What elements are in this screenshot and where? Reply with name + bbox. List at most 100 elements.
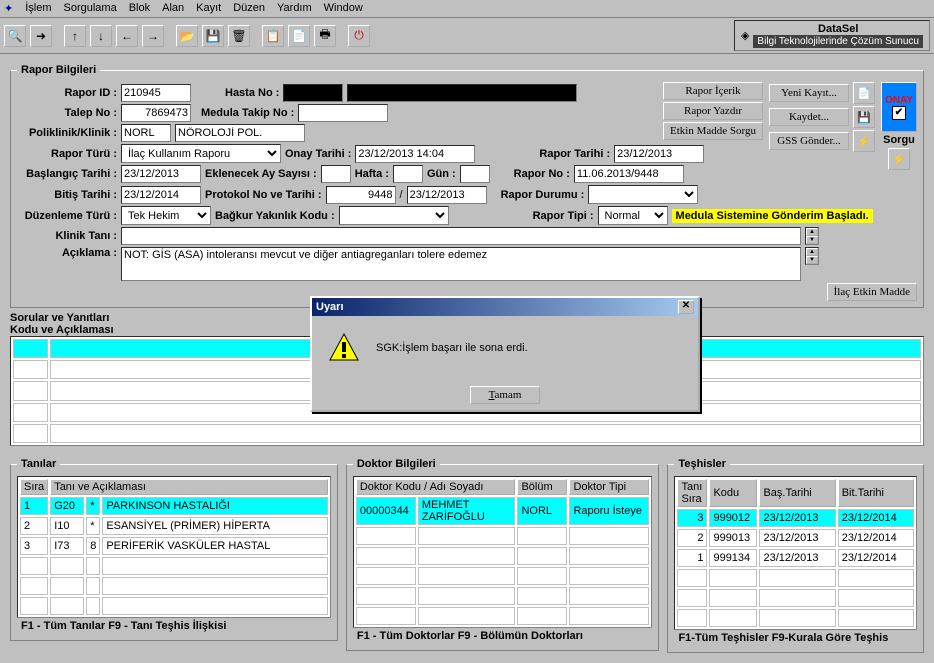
aciklama-label: Açıklama : [17, 247, 117, 259]
toolbar: 🔍 ➜ ↑ ↓ ← → 📂 💾 🗑 📋 📄 🖶 ⏻ ◈ DataSel Bilg… [0, 18, 934, 54]
new-file-icon[interactable]: 📄 [853, 82, 875, 104]
th-tani-sira: Tanı Sıra [677, 479, 707, 507]
dialog-ok-button[interactable]: Tamam [470, 386, 540, 404]
menu-duzen[interactable]: Düzen [233, 2, 265, 15]
onay-label: ONAY [885, 95, 913, 106]
tool-exit-icon[interactable]: ⏻ [348, 25, 370, 47]
tool-up-icon[interactable]: ↑ [64, 25, 86, 47]
save-icon[interactable]: 💾 [853, 106, 875, 128]
tool-print-icon[interactable]: 🖶 [314, 25, 336, 47]
tool-save-icon[interactable]: 💾 [202, 25, 224, 47]
menu-kayit[interactable]: Kayıt [196, 2, 221, 15]
tool-open-icon[interactable]: 📂 [176, 25, 198, 47]
menu-sorgulama[interactable]: Sorgulama [64, 2, 117, 15]
rapor-turu-select[interactable]: İlaç Kullanım Raporu [121, 144, 281, 163]
yeni-kayit-button[interactable]: Yeni Kayıt... [769, 84, 849, 102]
talep-no-label: Talep No : [17, 107, 117, 119]
menu-blok[interactable]: Blok [129, 2, 150, 15]
eklenecek-input[interactable] [321, 165, 351, 183]
menu-islem[interactable]: İşlem [25, 2, 51, 15]
protokol-label: Protokol No ve Tarihi : [205, 189, 322, 201]
tanilar-group: Tanılar SıraTanı ve Açıklaması 1G20*PARK… [10, 458, 338, 641]
rapor-id-input[interactable] [121, 84, 191, 102]
rapor-bilgileri-legend: Rapor Bilgileri [17, 64, 100, 76]
menu-yardim[interactable]: Yardım [277, 2, 312, 15]
tanilar-hint: F1 - Tüm Tanılar F9 - Tanı Teşhis İlişki… [17, 618, 331, 634]
baslangic-input[interactable] [121, 165, 201, 183]
hafta-input[interactable] [393, 165, 423, 183]
bagkur-select[interactable] [339, 206, 449, 225]
rapor-durumu-select[interactable] [588, 185, 698, 204]
kaydet-button[interactable]: Kaydet... [769, 108, 849, 126]
klinik-tani-spinner[interactable]: ▲▼ [805, 227, 819, 245]
protokol-no-input[interactable] [326, 186, 396, 204]
tool-goto-icon[interactable]: ➜ [30, 25, 52, 47]
baslangic-label: Başlangıç Tarihi : [17, 168, 117, 180]
tool-down-icon[interactable]: ↓ [90, 25, 112, 47]
klinik-tani-label: Klinik Tanı : [17, 230, 117, 242]
tool-doc-icon[interactable]: 📄 [288, 25, 310, 47]
teshis-hint: F1-Tüm Teşhisler F9-Kurala Göre Teşhis [674, 630, 917, 646]
protokol-tarih-input[interactable] [407, 186, 487, 204]
gun-label: Gün : [427, 168, 456, 180]
bitis-label: Bitiş Tarihi : [17, 189, 117, 201]
menubar: ✦ İşlem Sorgulama Blok Alan Kayıt Düzen … [0, 0, 934, 18]
bolt2-icon[interactable]: ⚡ [888, 148, 910, 170]
brand-name: DataSel [753, 23, 923, 35]
onay-box[interactable]: ONAY ✔ [881, 82, 917, 132]
rapor-turu-label: Rapor Türü : [17, 148, 117, 160]
ilac-etkin-madde-button[interactable]: İlaç Etkin Madde [827, 283, 917, 301]
menu-window[interactable]: Window [324, 2, 363, 15]
tool-search-icon[interactable]: 🔍 [4, 25, 26, 47]
doktor-legend: Doktor Bilgileri [353, 458, 440, 470]
th-bit: Bit.Tarihi [838, 479, 914, 507]
tool-copy-icon[interactable]: 📋 [262, 25, 284, 47]
talep-no-input[interactable] [121, 104, 191, 122]
th-tani-acik: Tanı ve Açıklaması [50, 479, 328, 495]
poliklinik-kod-input[interactable] [121, 124, 171, 142]
rapor-yazdir-button[interactable]: Rapor Yazdır [663, 102, 763, 120]
th-bolum: Bölüm [517, 479, 567, 495]
duzenleme-label: Düzenleme Türü : [17, 210, 117, 222]
app-icon: ✦ [4, 2, 13, 15]
status-highlight: Medula Sistemine Gönderim Başladı. [672, 209, 873, 223]
doktor-group: Doktor Bilgileri Doktor Kodu / Adı Soyad… [346, 458, 660, 651]
menu-alan[interactable]: Alan [162, 2, 184, 15]
poliklinik-label: Poliklinik/Klinik : [17, 127, 117, 139]
warning-dialog: Uyarı ✕ SGK:İşlem başarı ile sona erdi. … [310, 296, 700, 412]
doktor-grid[interactable]: Doktor Kodu / Adı SoyadıBölümDoktor Tipi… [353, 476, 653, 628]
poliklinik-ad-input[interactable] [175, 124, 305, 142]
dialog-title: Uyarı [316, 301, 344, 313]
medula-takip-input[interactable] [298, 104, 388, 122]
etkin-madde-sorgu-button[interactable]: Etkin Madde Sorgu [663, 122, 763, 140]
rapor-bilgileri-group: Rapor Bilgileri Rapor İçerik Rapor Yazdı… [10, 64, 924, 308]
aciklama-spinner[interactable]: ▲▼ [805, 247, 819, 265]
slash: / [400, 189, 403, 201]
tanilar-grid[interactable]: SıraTanı ve Açıklaması 1G20*PARKINSON HA… [17, 476, 331, 618]
th-doktor-tipi: Doktor Tipi [569, 479, 649, 495]
dialog-close-button[interactable]: ✕ [678, 300, 694, 314]
gun-input[interactable] [460, 165, 490, 183]
bagkur-label: Bağkur Yakınlık Kodu : [215, 210, 335, 222]
tool-delete-icon[interactable]: 🗑 [228, 25, 250, 47]
brand-sub: Bilgi Teknolojilerinde Çözüm Sunucu [753, 35, 923, 48]
tool-left-icon[interactable]: ← [116, 25, 138, 47]
doktor-hint: F1 - Tüm Doktorlar F9 - Bölümün Doktorla… [353, 628, 653, 644]
rapor-tarihi-label: Rapor Tarihi : [539, 148, 610, 160]
th-bas: Baş.Tarihi [759, 479, 835, 507]
duzenleme-select[interactable]: Tek Hekim [121, 206, 211, 225]
aciklama-input[interactable]: NOT: GİS (ASA) intoleransı mevcut ve diğ… [121, 247, 801, 281]
onay-tarihi-label: Onay Tarihi : [285, 148, 351, 160]
rapor-icerik-button[interactable]: Rapor İçerik [663, 82, 763, 100]
teshis-grid[interactable]: Tanı SıraKoduBaş.TarihiBit.Tarihi 399901… [674, 476, 917, 630]
tool-right-icon[interactable]: → [142, 25, 164, 47]
teshis-group: Teşhisler Tanı SıraKoduBaş.TarihiBit.Tar… [667, 458, 924, 653]
rapor-tipi-select[interactable]: Normal [598, 206, 668, 225]
gss-gonder-button[interactable]: GSS Gönder... [769, 132, 849, 150]
klinik-tani-input[interactable] [121, 227, 801, 245]
rapor-durumu-label: Rapor Durumu : [501, 189, 585, 201]
bitis-input[interactable] [121, 186, 201, 204]
hasta-no-label: Hasta No : [225, 87, 279, 99]
onay-tarihi-input[interactable] [355, 145, 475, 163]
bolt1-icon[interactable]: ⚡ [853, 130, 875, 152]
